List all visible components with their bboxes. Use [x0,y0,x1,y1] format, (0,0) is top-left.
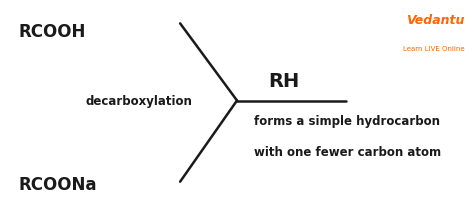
Text: RCOONa: RCOONa [19,175,98,193]
Text: forms a simple hydrocarbon: forms a simple hydrocarbon [254,115,439,128]
Text: Learn LIVE Online: Learn LIVE Online [403,45,465,52]
Text: with one fewer carbon atom: with one fewer carbon atom [254,145,441,158]
Text: RH: RH [268,71,299,90]
Text: decarboxylation: decarboxylation [85,95,192,107]
Text: RCOOH: RCOOH [19,23,86,41]
Text: Vedantu: Vedantu [406,14,465,27]
